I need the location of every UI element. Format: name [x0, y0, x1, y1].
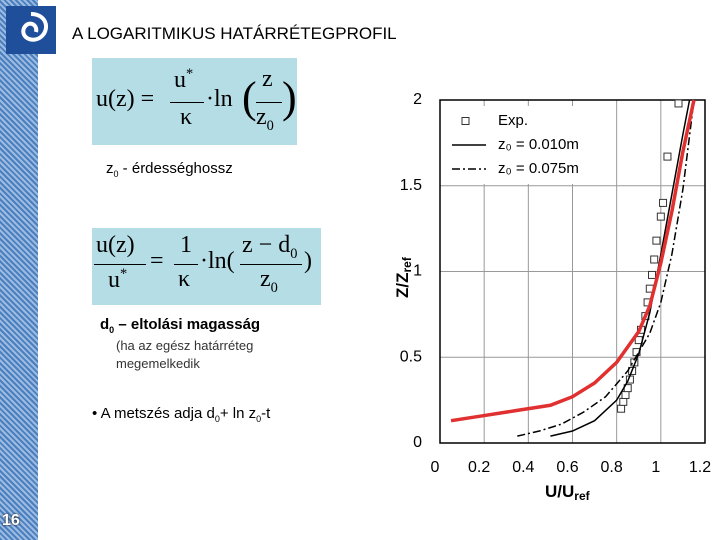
legend-label: z₀ = 0.075m: [498, 160, 579, 177]
bullet-text: -t: [261, 405, 271, 422]
plot-frame: [439, 99, 706, 444]
fraction-line: [240, 264, 302, 265]
note: d0 – eltolási magasság: [100, 316, 260, 335]
x-axis-label: U/U: [545, 482, 574, 501]
formula-text: *: [120, 266, 128, 282]
data-point: [619, 397, 628, 406]
x-tick-label: 0.4: [512, 459, 534, 476]
formula-box: u(z) u* = 1 κ ·ln( z − d0 z0 ): [92, 228, 321, 305]
data-point: [659, 198, 668, 207]
formula-text: u(z): [96, 232, 135, 258]
formula-text: 0: [290, 245, 298, 262]
x-axis-label: ref: [574, 489, 590, 503]
data-point: [656, 212, 665, 221]
y-tick-label: 0: [413, 434, 422, 451]
slide-title: A LOGARITMIKUS HATÁRRÉTEGPROFIL: [72, 24, 397, 43]
formula-text: ·ln(: [200, 248, 235, 274]
formula-text: u: [174, 67, 186, 93]
formula-text: u*: [174, 66, 193, 94]
formula-text: κ: [178, 266, 191, 292]
fraction-line: [256, 102, 282, 103]
y-tick-label: 1.5: [400, 177, 422, 194]
data-point: [652, 236, 661, 245]
y-axis-label: Z/Z: [393, 273, 412, 299]
data-point: [648, 270, 656, 279]
y-axis-label: ref: [400, 256, 414, 272]
formula-text: *: [186, 66, 194, 82]
y-tick-label: 1: [413, 263, 422, 280]
formula-text: u: [108, 267, 120, 293]
formula-text: 0: [270, 279, 278, 296]
bullet-text: A metszés adja d: [100, 405, 215, 422]
data-point: [621, 390, 630, 399]
bullet-text: 0: [214, 414, 220, 424]
x-tick-label: 1.2: [689, 459, 711, 476]
formula-text: 1: [180, 232, 192, 258]
legend-label: z₀ = 0.010m: [498, 136, 579, 153]
data-point: [650, 255, 659, 264]
fraction-line: [170, 102, 204, 103]
data-point: [663, 152, 672, 161]
y-axis-label: Z/Zref: [393, 256, 414, 298]
y-tick-label: 0.5: [400, 348, 422, 365]
formula-text: z: [262, 66, 273, 92]
note-text: d: [100, 316, 110, 333]
x-tick-label: 0: [431, 459, 440, 476]
formula-text: z: [256, 104, 267, 130]
data-line: [550, 99, 691, 437]
x-tick-label: 0.2: [468, 459, 490, 476]
data-line: [450, 99, 696, 423]
bullet-text: + ln z: [219, 405, 257, 422]
formula-text: z − d0: [242, 232, 297, 263]
formula-text: ·ln: [206, 86, 233, 112]
bullet-text: 0: [256, 414, 262, 424]
y-tick-label: 2: [413, 91, 422, 108]
data-line: [517, 99, 695, 437]
formula-box: u(z) = u* κ ·ln ( z z0 ): [92, 58, 297, 145]
formula-text: (: [242, 73, 257, 122]
data-point: [617, 404, 626, 413]
formula-text: 0: [266, 117, 274, 134]
legend-marker: [461, 117, 470, 125]
x-tick-label: 0.8: [601, 459, 623, 476]
data-point: [674, 99, 683, 108]
note-text: z: [106, 160, 114, 177]
legend-label: Exp.: [498, 112, 528, 129]
fraction-line: [174, 264, 198, 265]
bullet-mark: •: [92, 405, 98, 422]
note-text: 0: [109, 325, 115, 335]
bullet: • A metszés adja d0+ ln z0-t: [92, 405, 270, 424]
note: z0 - érdességhossz: [106, 160, 233, 179]
x-axis-label: U/Uref: [545, 482, 591, 503]
formula-text: z0: [256, 104, 274, 135]
logo: [6, 6, 56, 54]
note-text: - érdességhossz: [118, 160, 233, 177]
formula-text: ): [282, 73, 297, 122]
formula-text: u*: [108, 266, 127, 294]
side-band: [0, 0, 38, 540]
fraction-line: [94, 264, 146, 265]
formula-text: =: [150, 248, 164, 274]
note-text: 0: [113, 169, 119, 179]
formula-text: κ: [180, 104, 193, 130]
formula-text: z0: [260, 266, 278, 297]
formula-text: ): [304, 248, 312, 274]
note-text: megemelkedik: [116, 356, 200, 371]
note-text: (ha az egész határréteg: [116, 338, 254, 353]
formula-text: z − d: [242, 232, 291, 258]
x-tick-label: 0.6: [556, 459, 578, 476]
x-tick-label: 1: [651, 459, 660, 476]
page-number: 16: [2, 512, 20, 529]
formula-text: u(z) =: [96, 86, 155, 112]
formula-text: z: [260, 266, 271, 292]
note-text: – eltolási magasság: [114, 316, 261, 333]
